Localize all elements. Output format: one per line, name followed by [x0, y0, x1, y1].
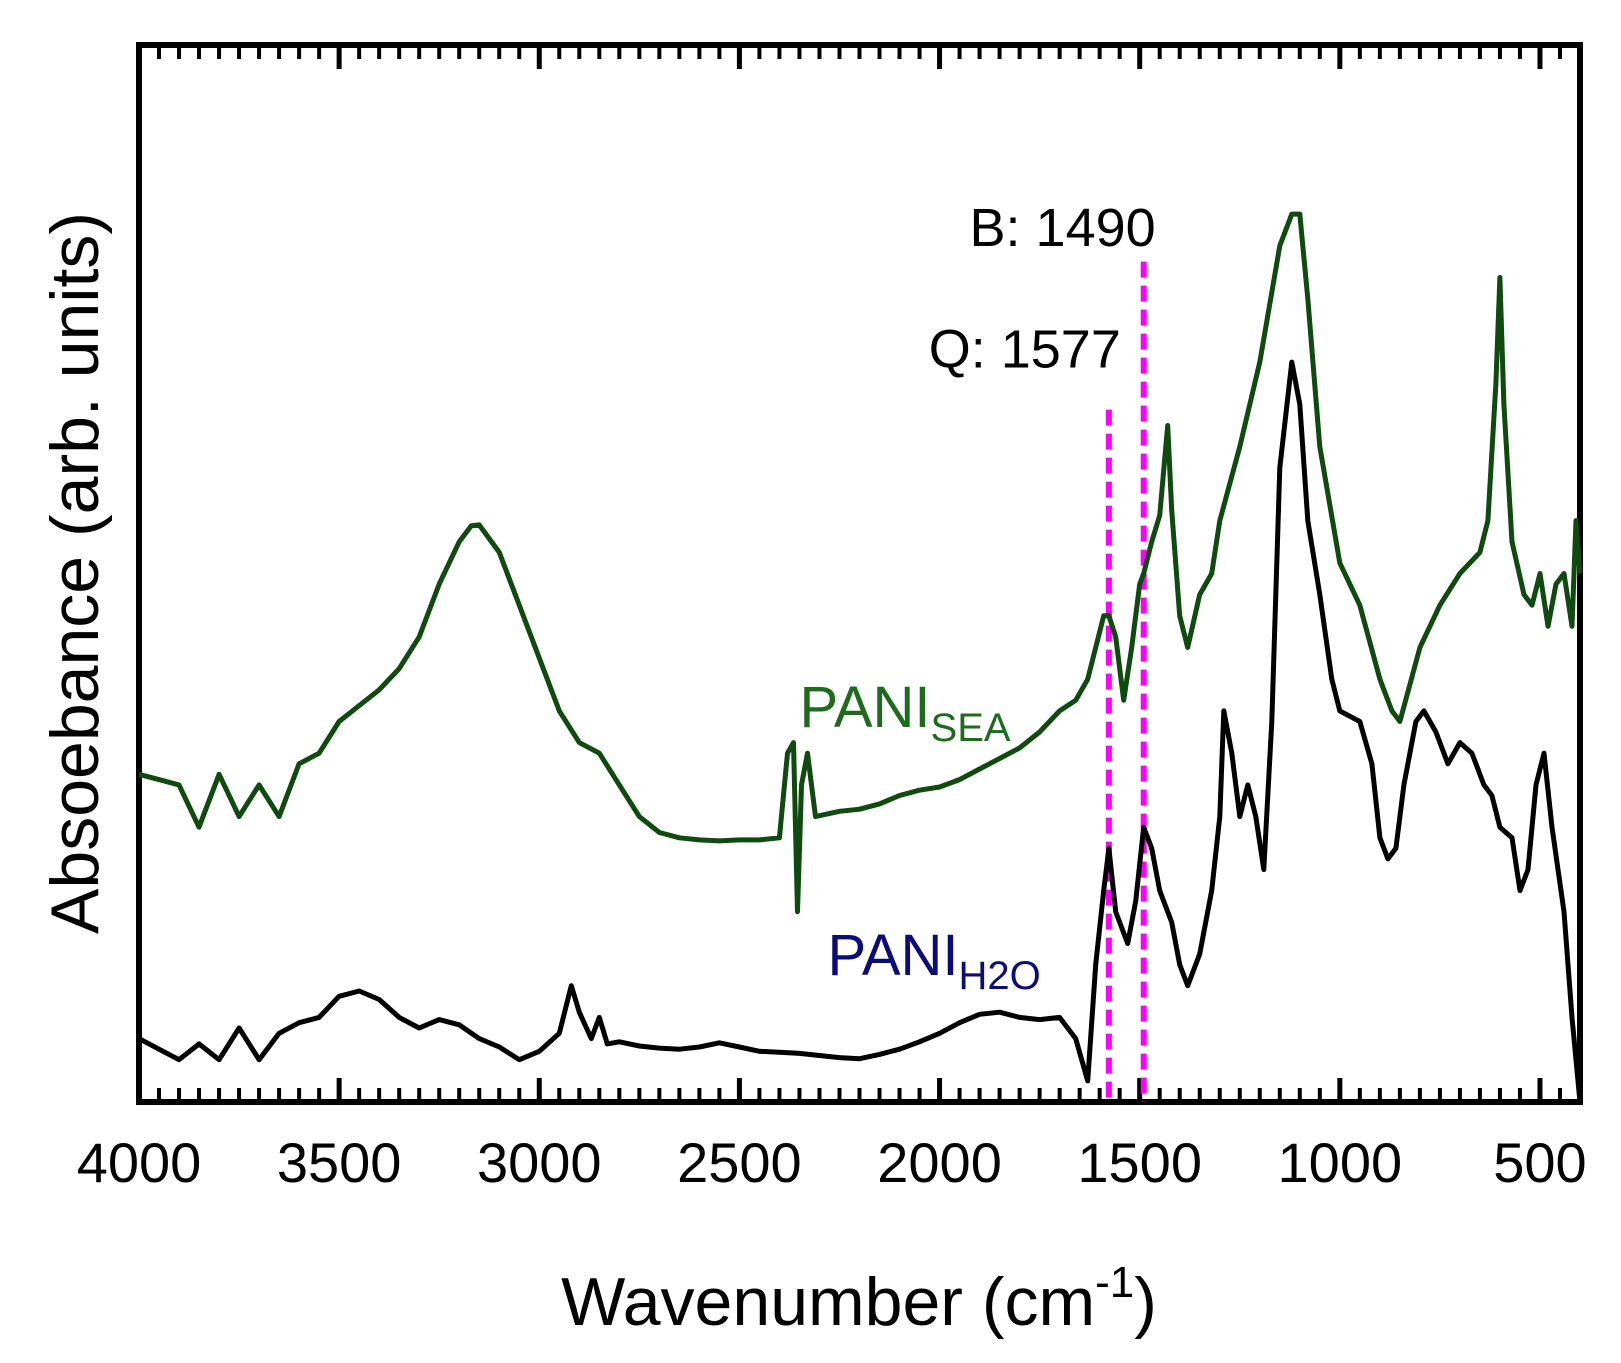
x-tick-label: 500	[1493, 1131, 1586, 1194]
reference-line-label: Q: 1577	[929, 319, 1121, 379]
series-label: PANISEA	[799, 675, 1010, 750]
series-group	[137, 211, 1583, 1103]
x-tick-label: 3000	[477, 1131, 602, 1194]
axis-ticks	[136, 45, 1582, 1102]
x-tick-label: 1000	[1278, 1131, 1403, 1194]
x-tick-labels: 4000 3500 3000 2500 2000 1500 1000 500	[77, 1131, 1587, 1194]
series-line-pani-h2o	[137, 359, 1583, 1103]
series-label: PANIH2O	[827, 923, 1040, 998]
x-tick-label: 3500	[277, 1131, 402, 1194]
x-tick-label: 4000	[77, 1131, 202, 1194]
series-labels: PANISEA PANIH2O	[799, 675, 1040, 998]
x-axis-title: Wavenumber (cm-1)	[561, 1258, 1157, 1340]
series-line-pani-sea	[138, 211, 1583, 915]
reference-line-label: B: 1490	[970, 198, 1156, 258]
x-tick-label: 1500	[1077, 1131, 1202, 1194]
reference-lines: Q: 1577 B: 1490	[929, 198, 1156, 1102]
x-tick-label: 2500	[677, 1131, 802, 1194]
x-tick-label: 2000	[877, 1131, 1002, 1194]
y-axis-title: Absoebance (arb. units)	[37, 212, 113, 934]
